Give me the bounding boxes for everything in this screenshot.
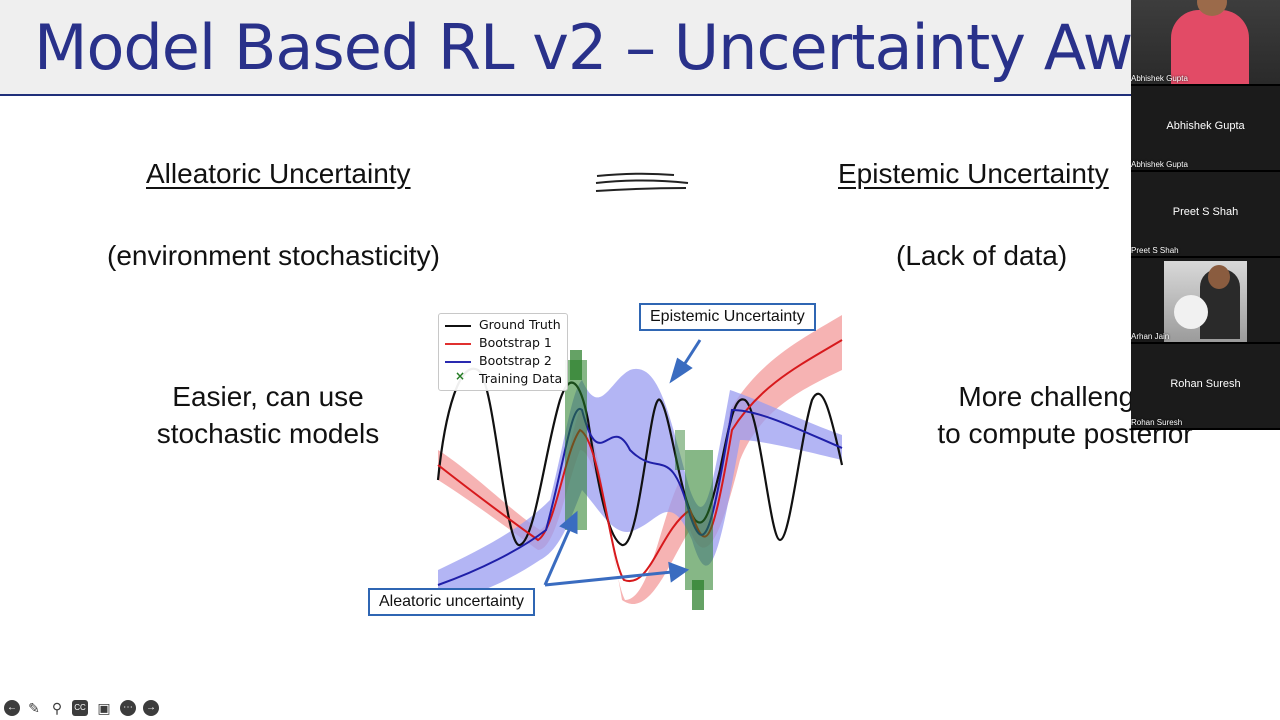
participant-tile-3[interactable]: Preet S Shah Preet S Shah	[1131, 172, 1280, 258]
participants-panel: Abhishek Gupta Abhishek Gupta Abhishek G…	[1131, 0, 1280, 430]
epistemic-subtitle: (Lack of data)	[896, 240, 1068, 271]
aleatoric-description-line-2: stochastic models	[156, 418, 380, 449]
slide-title-bar: Model Based RL v2 – Uncertainty Aware Mo	[0, 0, 1280, 96]
aleatoric-callout: Aleatoric uncertainty	[368, 588, 535, 616]
forward-icon[interactable]: →	[143, 700, 159, 716]
participant-center-label: Rohan Suresh	[1170, 378, 1241, 390]
camera-off-icon[interactable]: ▣	[97, 700, 111, 716]
ground-truth-curve	[436, 367, 844, 547]
legend-bootstrap-1-label: Bootstrap 1	[479, 335, 552, 350]
participant-tile-4[interactable]: Arhan Jain	[1131, 258, 1280, 344]
bootstrap-2-mean	[437, 407, 843, 586]
bootstrap-2-band	[438, 368, 842, 600]
epistemic-callout: Epistemic Uncertainty	[639, 303, 816, 331]
participant-tile-5[interactable]: Rohan Suresh Rohan Suresh	[1131, 344, 1280, 430]
participant-video	[1164, 261, 1247, 342]
participant-center-label: Abhishek Gupta	[1166, 120, 1245, 132]
participant-name: Preet S Shah	[1131, 246, 1179, 255]
pen-scribble	[595, 172, 689, 192]
figure-legend: Ground Truth Bootstrap 1 Bootstrap 2 × T…	[438, 313, 568, 391]
participant-name: Arhan Jain	[1131, 332, 1170, 341]
captions-icon[interactable]: CC	[72, 700, 88, 716]
participant-tile-2[interactable]: Abhishek Gupta Abhishek Gupta	[1131, 86, 1280, 172]
aleatoric-description: Easier, can use stochastic models	[140, 378, 396, 452]
participant-name: Abhishek Gupta	[1131, 160, 1188, 169]
participant-video	[1171, 10, 1249, 84]
uncertainty-figure	[436, 315, 844, 610]
pen-icon[interactable]: ✎	[28, 700, 40, 716]
slide-title: Model Based RL v2 – Uncertainty Aware Mo	[34, 11, 1280, 84]
legend-training-data-label: Training Data	[479, 371, 563, 386]
bootstrap-1-mean	[437, 339, 843, 583]
epistemic-heading: Epistemic Uncertainty	[838, 158, 1109, 189]
aleatoric-subtitle: (environment stochasticity)	[107, 240, 441, 271]
callout-arrows	[543, 339, 702, 587]
participant-head	[1197, 0, 1227, 16]
legend-ground-truth-label: Ground Truth	[479, 317, 561, 332]
participant-name: Rohan Suresh	[1131, 418, 1183, 427]
back-icon[interactable]: ←	[4, 700, 20, 716]
participant-tile-1[interactable]: Abhishek Gupta	[1131, 0, 1280, 86]
aleatoric-description-line-1: Easier, can use	[172, 381, 364, 412]
participant-center-label: Preet S Shah	[1172, 206, 1239, 218]
zoom-icon[interactable]: ⚲	[51, 700, 63, 716]
participant-name: Abhishek Gupta	[1131, 74, 1188, 83]
aleatoric-heading: Alleatoric Uncertainty	[146, 158, 411, 189]
more-icon[interactable]: ⋯	[120, 700, 136, 716]
training-data-points	[565, 350, 713, 610]
x-marker-icon: ×	[455, 369, 466, 383]
legend-bootstrap-2-label: Bootstrap 2	[479, 353, 552, 368]
